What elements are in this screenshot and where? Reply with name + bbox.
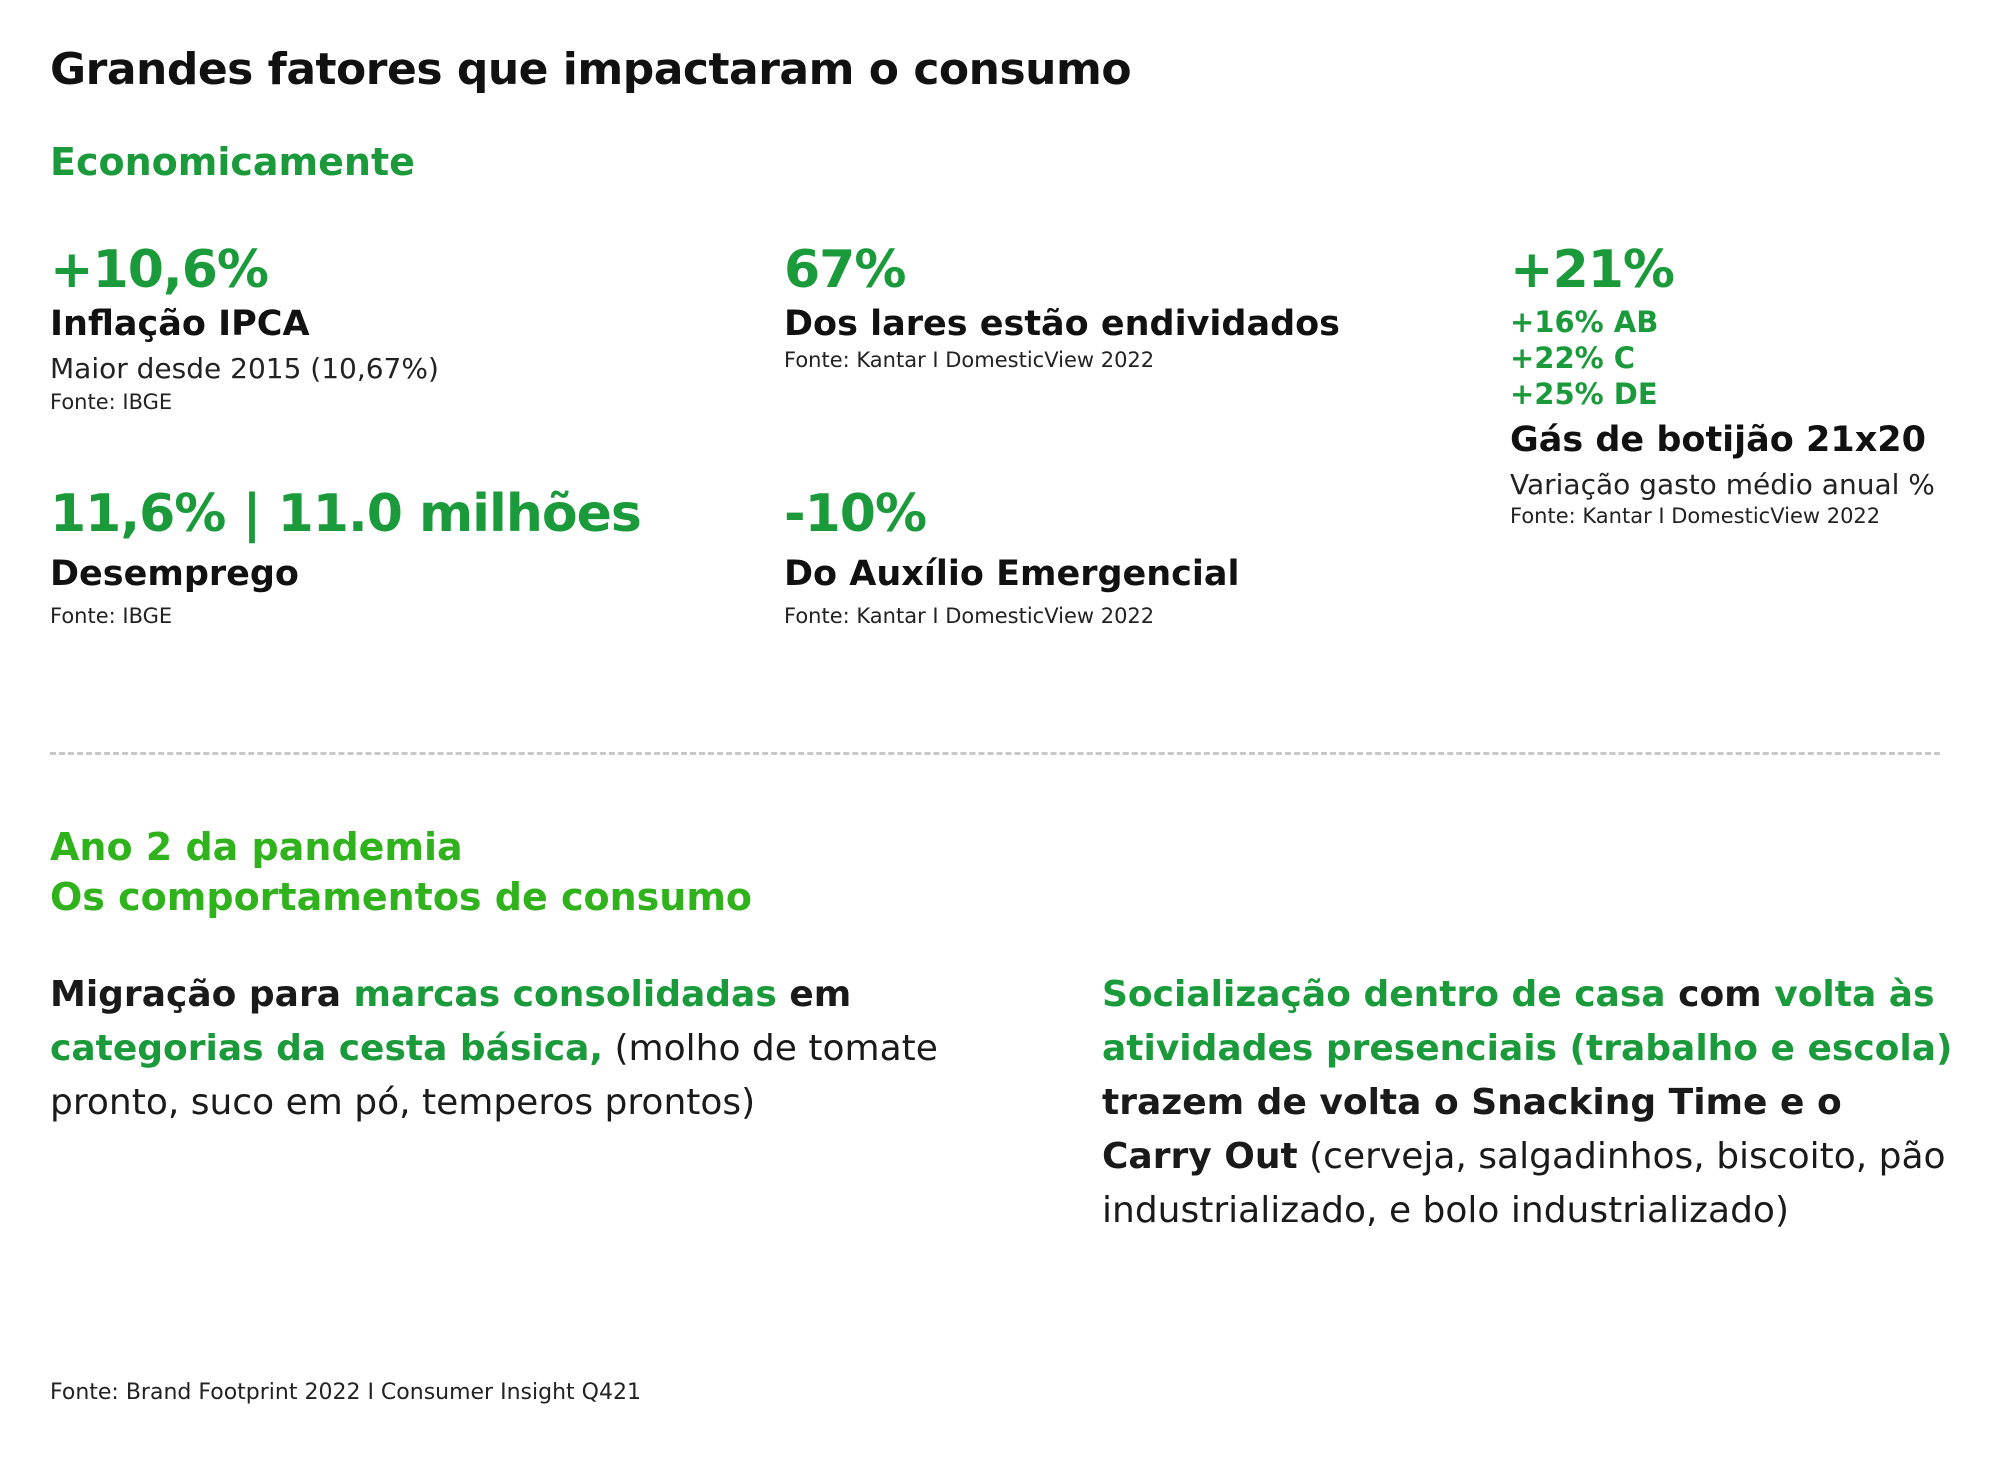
dashed-divider: [50, 752, 1940, 755]
right-text-3: volta às atividades presenciais (trabalh…: [1102, 974, 1953, 1069]
stat-auxilio-value: -10%: [784, 484, 927, 544]
behavior-paragraph-left: Migração para marcas consolidadas em cat…: [50, 968, 950, 1130]
stat-gas-source: Fonte: Kantar I DomesticView 2022: [1510, 504, 1881, 528]
stat-inflacao-source: Fonte: IBGE: [50, 390, 173, 414]
stat-lares-source: Fonte: Kantar I DomesticView 2022: [784, 348, 1155, 372]
stat-inflacao-label: Inflação IPCA: [50, 304, 310, 344]
section-heading-economicamente: Economicamente: [50, 140, 415, 184]
stat-gas-segment-c: +22% C: [1510, 341, 1636, 375]
left-text-3: em: [776, 974, 852, 1015]
page-title: Grandes fatores que impactaram o consumo: [50, 44, 1132, 95]
behavior-paragraph-right: Socialização dentro de casa com volta às…: [1102, 968, 1962, 1238]
right-text-4: trazem de volta o Snacking Time e o Carr…: [1102, 1082, 1842, 1177]
right-text-1: Socialização dentro de casa: [1102, 974, 1666, 1015]
stat-inflacao-value: +10,6%: [50, 240, 269, 300]
stat-gas-segment-ab: +16% AB: [1510, 305, 1659, 339]
section-heading-line1: Ano 2 da pandemia: [50, 825, 463, 869]
left-text-4: categorias da cesta básica,: [50, 1028, 604, 1069]
section-heading-pandemia: Ano 2 da pandemia Os comportamentos de c…: [50, 822, 752, 922]
stat-lares-value: 67%: [784, 240, 906, 300]
stat-desemprego-label: Desemprego: [50, 554, 299, 594]
section-heading-line2: Os comportamentos de consumo: [50, 875, 753, 919]
left-text-2: marcas consolidadas: [353, 974, 777, 1015]
footer-source: Fonte: Brand Footprint 2022 I Consumer I…: [50, 1380, 641, 1405]
stat-auxilio-label: Do Auxílio Emergencial: [784, 554, 1240, 594]
right-text-5: (cerveja, salgadinhos, biscoito, pão ind…: [1102, 1136, 1946, 1231]
stat-desemprego-value: 11,6% | 11.0 milhões: [50, 484, 642, 544]
left-text-5: (molho de tomate pronto, suco em pó, tem…: [50, 1028, 938, 1123]
right-text-2: com: [1665, 974, 1775, 1015]
stat-gas-value: +21%: [1510, 240, 1675, 300]
stat-gas-segment-de: +25% DE: [1510, 377, 1658, 411]
stat-gas-sub: Variação gasto médio anual %: [1510, 468, 1935, 501]
left-text-1: Migração para: [50, 974, 354, 1015]
stat-desemprego-source: Fonte: IBGE: [50, 604, 173, 628]
stat-auxilio-source: Fonte: Kantar I DomesticView 2022: [784, 604, 1155, 628]
stat-gas-label: Gás de botijão 21x20: [1510, 420, 1927, 460]
stat-inflacao-sub: Maior desde 2015 (10,67%): [50, 352, 439, 385]
stat-lares-label: Dos lares estão endividados: [784, 304, 1341, 344]
